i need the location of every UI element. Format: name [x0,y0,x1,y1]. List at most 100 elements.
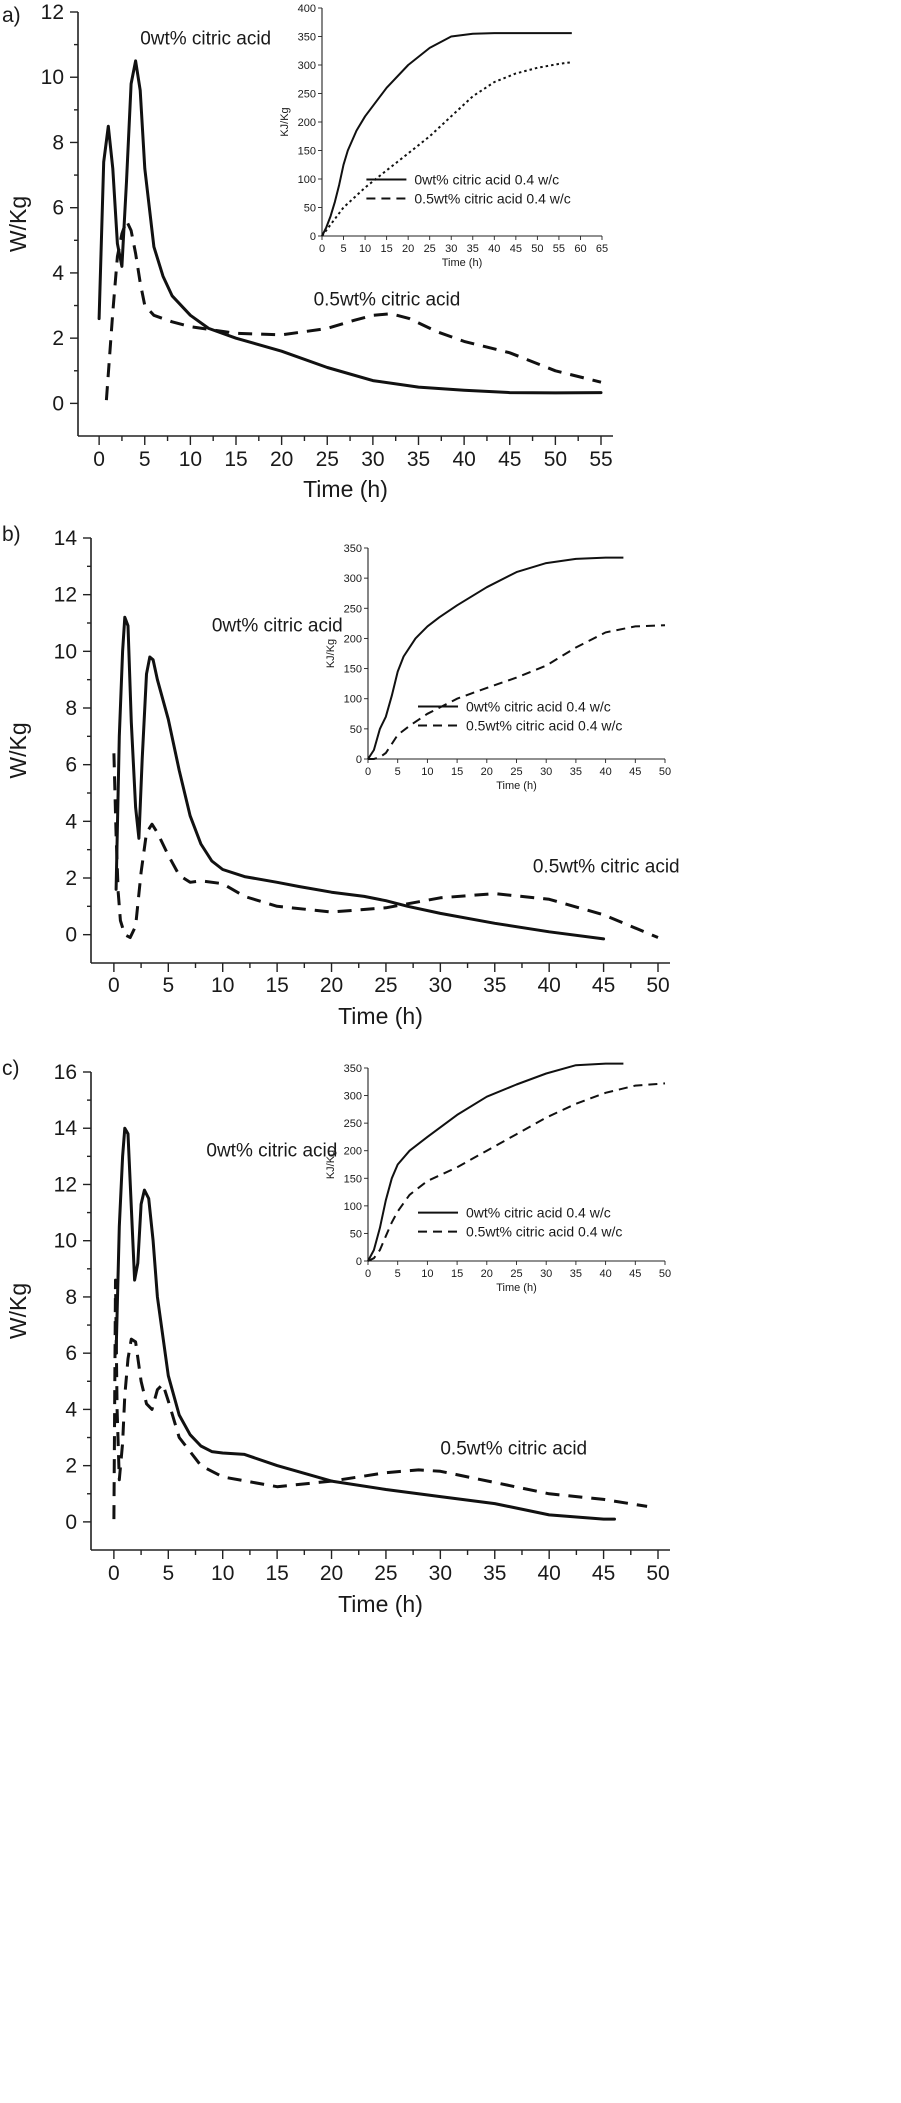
series-annotation: 0.5wt% citric acid [533,856,680,877]
inset-x-tick-label: 45 [629,766,641,778]
x-tick-label: 20 [320,974,343,997]
inset-y-tick-label: 150 [298,146,316,158]
inset-x-tick-label: 30 [540,1268,552,1280]
x-tick-label: 25 [374,1562,397,1585]
inset-y-tick-label: 100 [344,1201,362,1213]
x-tick-label: 55 [589,448,612,471]
x-tick-label: 45 [592,1562,615,1585]
inset-y-tick-label: 300 [344,1091,362,1103]
x-tick-label: 40 [537,974,560,997]
legend-entry: 0wt% citric acid 0.4 w/c [466,1205,611,1221]
y-tick-label: 12 [41,1,64,24]
y-tick-label: 2 [65,867,77,890]
x-tick-label: 50 [646,1562,669,1585]
inset-x-tick-label: 10 [421,1268,433,1280]
inset-x-tick-label: 15 [380,243,392,255]
x-tick-label: 35 [483,974,506,997]
inset-x-axis-label: Time (h) [496,780,537,792]
x-tick-label: 35 [407,448,430,471]
x-tick-label: 45 [592,974,615,997]
y-tick-label: 0 [65,1511,77,1534]
x-tick-label: 0 [108,1562,120,1585]
series-line-0wt [97,59,603,395]
inset-y-tick-label: 250 [344,603,362,615]
panel-label: a) [2,4,21,27]
y-tick-label: 0 [65,924,77,947]
inset-y-tick-label: 200 [344,633,362,645]
inset-y-tick-label: 50 [304,203,316,215]
inset-x-axis-label: Time (h) [496,1282,537,1294]
y-tick-label: 8 [52,131,64,154]
series-line-0-5wt [104,219,602,401]
inset-x-tick-label: 40 [488,243,500,255]
inset-y-tick-label: 0 [356,1256,362,1268]
inset-x-tick-label: 40 [599,766,611,778]
inset-y-tick-label: 0 [310,231,316,243]
inset-x-tick-label: 25 [510,766,522,778]
y-axis-label: W/Kg [5,196,31,252]
y-tick-label: 8 [65,1286,77,1309]
inset-y-axis-label: KJ/Kg [325,1150,337,1179]
y-axis-label: W/Kg [5,722,31,778]
y-tick-label: 10 [54,1230,77,1253]
inset-x-tick-label: 10 [421,766,433,778]
inset-chart: 0 50 100 150 200 250 300 350 0 5 10 15 20 25 30 35 40 45 5… [325,543,671,792]
x-tick-label: 35 [483,1562,506,1585]
inset-x-tick-label: 50 [531,243,543,255]
inset-x-tick-label: 35 [467,243,479,255]
y-tick-label: 10 [41,66,64,89]
legend-entry: 0.5wt% citric acid 0.4 w/c [466,717,622,733]
y-tick-label: 14 [54,1117,78,1140]
series-annotation: 0wt% citric acid [206,1140,337,1161]
x-tick-label: 5 [162,974,174,997]
inset-y-tick-label: 200 [298,117,316,129]
series-line-0-5wt [112,1278,648,1520]
inset-x-tick-label: 60 [574,243,586,255]
panel-label: b) [2,523,21,546]
inset-x-tick-label: 30 [540,766,552,778]
inset-y-tick-label: 150 [344,1173,362,1185]
inset-x-tick-label: 35 [570,766,582,778]
inset-chart: 0 50 100 150 200 250 300 350 0 5 10 15 20 25 30 35 40 45 5… [325,1062,671,1294]
y-tick-label: 16 [54,1061,77,1084]
x-tick-label: 20 [320,1562,343,1585]
inset-x-tick-label: 40 [599,1268,611,1280]
inset-y-tick-label: 400 [298,3,316,15]
inset-y-tick-label: 250 [298,89,316,101]
series-annotation: 0.5wt% citric acid [440,1438,587,1459]
x-tick-label: 30 [429,974,452,997]
x-tick-label: 50 [544,448,567,471]
inset-x-tick-label: 5 [395,766,401,778]
inset-series-line-0 [367,556,624,760]
x-tick-label: 40 [537,1562,560,1585]
inset-x-tick-label: 5 [340,243,346,255]
series-annotation: 0wt% citric acid [212,616,343,637]
legend-entry: 0.5wt% citric acid 0.4 w/c [466,1224,622,1240]
y-tick-label: 8 [65,697,77,720]
inset-x-tick-label: 65 [596,243,608,255]
inset-y-tick-label: 350 [298,32,316,44]
y-tick-label: 6 [52,197,64,220]
x-tick-label: 25 [316,448,339,471]
series-line-0wt [114,615,606,941]
inset-y-tick-label: 100 [344,694,362,706]
inset-x-tick-label: 10 [359,243,371,255]
inset-chart: 0 50 100 150 200 250 300 350 400 0 5 10 15 20 25 30 35 40… [279,3,608,269]
x-axis-label: Time (h) [303,476,388,502]
y-tick-label: 2 [65,1455,77,1478]
x-tick-label: 20 [270,448,293,471]
x-tick-label: 0 [93,448,105,471]
inset-x-tick-label: 0 [319,243,325,255]
inset-y-tick-label: 150 [344,664,362,676]
y-tick-label: 4 [65,810,77,833]
inset-x-tick-label: 15 [451,766,463,778]
x-tick-label: 45 [498,448,521,471]
x-tick-label: 10 [211,1562,234,1585]
inset-x-tick-label: 35 [570,1268,582,1280]
inset-series-line-1 [368,624,666,760]
inset-y-tick-label: 300 [298,60,316,72]
inset-x-tick-label: 0 [365,766,371,778]
y-tick-label: 14 [54,527,78,550]
